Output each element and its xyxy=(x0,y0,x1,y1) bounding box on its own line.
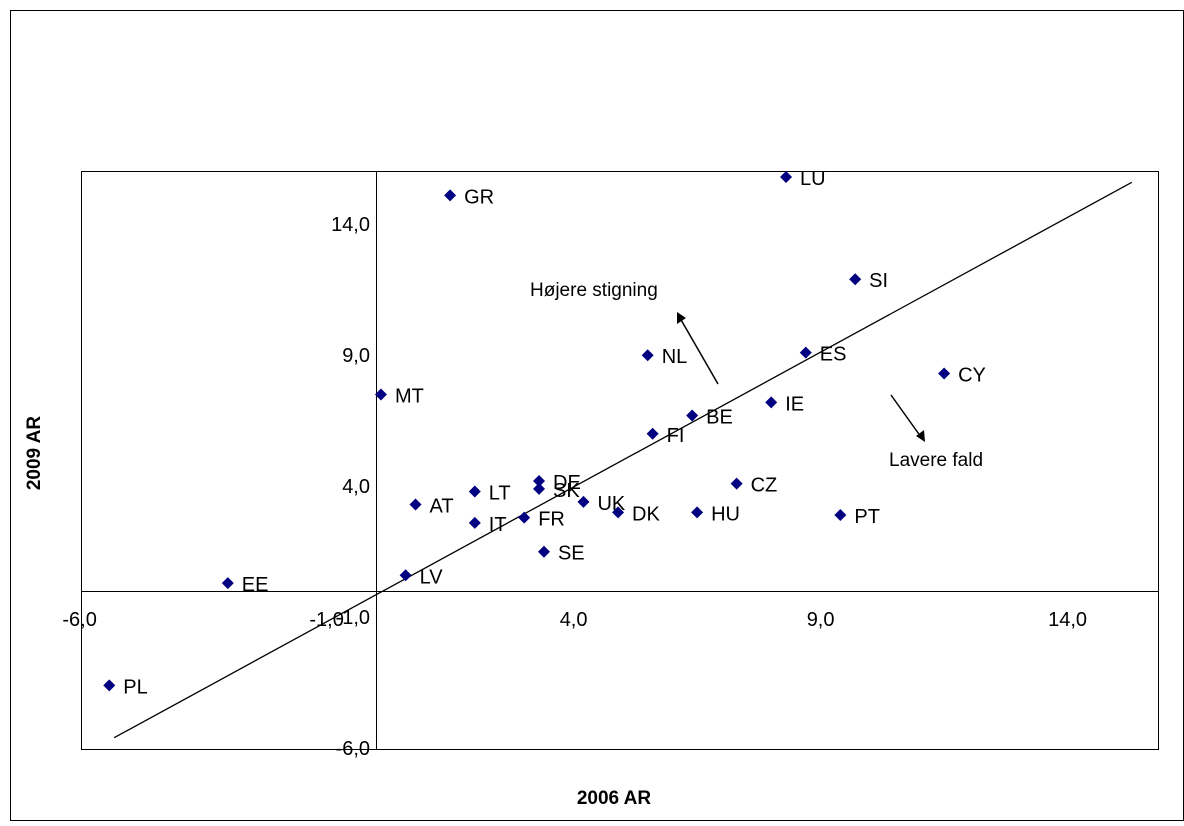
point-marker-fi xyxy=(646,427,659,440)
point-label-sk: SK xyxy=(553,480,580,502)
arrow-down-right-head xyxy=(916,430,925,442)
point-marker-dk xyxy=(612,506,625,519)
point-label-lu: LU xyxy=(800,168,826,190)
point-label-cz: CZ xyxy=(751,475,778,497)
y-axis-title: 2009 AR xyxy=(24,416,45,491)
x-tick-label: -1,0 xyxy=(309,609,343,631)
point-label-lt: LT xyxy=(489,482,511,504)
point-marker-ie xyxy=(765,396,778,409)
y-tick-label: 9,0 xyxy=(342,345,370,367)
annotation-higher-increase: Højere stigning xyxy=(530,280,658,301)
point-marker-gr xyxy=(444,189,457,202)
arrow-up-left-line xyxy=(679,317,719,385)
point-marker-uk xyxy=(577,495,590,508)
point-marker-fr xyxy=(518,511,531,524)
x-tick-label: 9,0 xyxy=(807,609,835,631)
point-marker-si xyxy=(849,273,862,286)
annotation-lower-fall: Lavere fald xyxy=(889,450,983,471)
point-marker-it xyxy=(468,516,481,529)
point-marker-cy xyxy=(938,367,951,380)
axis-ticks: -6,0 -6,0 -1,0-1,0 4,0 4,0 9,0 9,0 14,0 14,0 xyxy=(62,214,1087,760)
point-marker-se xyxy=(537,545,550,558)
x-tick-label: 4,0 xyxy=(560,609,588,631)
point-label-be: BE xyxy=(706,406,733,428)
point-marker-lu xyxy=(780,171,793,184)
y-tick-label: 14,0 xyxy=(331,214,370,236)
point-marker-pt xyxy=(834,509,847,522)
point-label-si: SI xyxy=(869,270,888,292)
point-label-lv: LV xyxy=(420,566,444,588)
point-marker-at xyxy=(409,498,422,511)
point-label-pl: PL xyxy=(123,676,147,698)
trend-line xyxy=(113,181,1133,739)
point-label-nl: NL xyxy=(662,346,688,368)
point-label-ie: IE xyxy=(785,393,804,415)
point-label-at: AT xyxy=(430,496,454,518)
point-marker-de xyxy=(533,474,546,487)
point-marker-es xyxy=(799,346,812,359)
point-label-fr: FR xyxy=(538,509,565,531)
point-marker-sk xyxy=(533,482,546,495)
point-label-hu: HU xyxy=(711,503,740,525)
arrow-up-left-head xyxy=(677,312,686,324)
point-marker-mt xyxy=(374,388,387,401)
point-label-ee: EE xyxy=(242,574,269,596)
point-label-gr: GR xyxy=(464,186,494,208)
x-tick-label: -6,0 xyxy=(62,609,96,631)
point-marker-lt xyxy=(468,485,481,498)
point-label-fi: FI xyxy=(667,425,685,447)
point-label-de: DE xyxy=(553,472,581,494)
y-tick-label: -6,0 xyxy=(336,738,370,760)
point-marker-cz xyxy=(730,477,743,490)
outer-border xyxy=(10,10,1184,821)
point-marker-pl xyxy=(103,679,116,692)
y-tick-label: -1,0 xyxy=(336,607,370,629)
point-label-dk: DK xyxy=(632,503,660,525)
point-label-mt: MT xyxy=(395,386,424,408)
point-label-it: IT xyxy=(489,514,507,536)
x-axis-title: 2006 AR xyxy=(577,788,652,809)
arrow-down-right-line xyxy=(890,394,922,438)
point-label-cy: CY xyxy=(958,365,986,387)
point-label-se: SE xyxy=(558,543,585,565)
plot-area xyxy=(81,171,1159,750)
point-marker-lv xyxy=(399,569,412,582)
point-marker-be xyxy=(686,409,699,422)
point-marker-hu xyxy=(691,506,704,519)
x-tick-label: 14,0 xyxy=(1048,609,1087,631)
point-label-pt: PT xyxy=(854,506,880,528)
y-tick-label: 4,0 xyxy=(342,476,370,498)
point-label-es: ES xyxy=(820,344,847,366)
point-marker-ee xyxy=(221,577,234,590)
point-marker-nl xyxy=(641,349,654,362)
